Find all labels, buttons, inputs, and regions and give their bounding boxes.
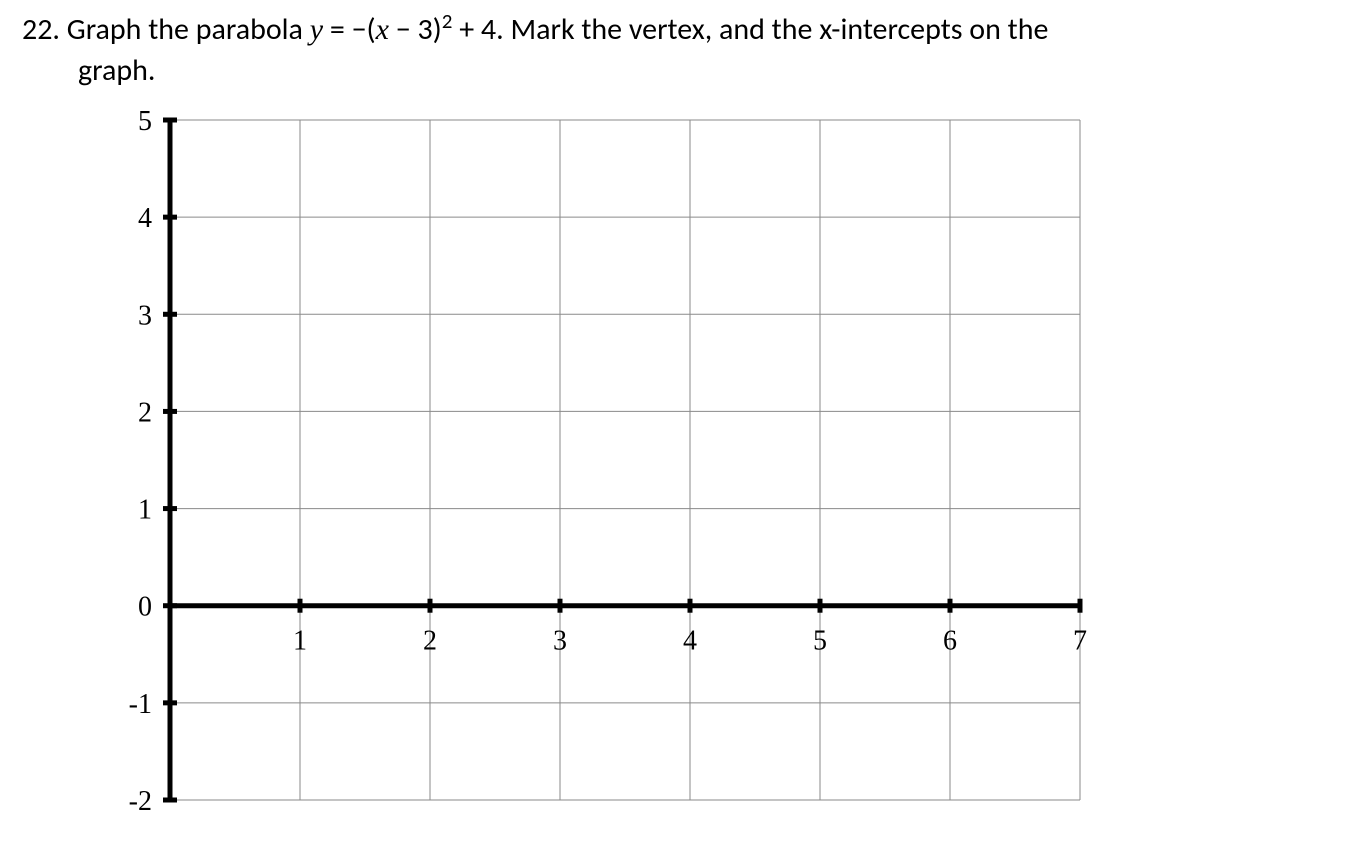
x-tick-label: 5	[813, 626, 827, 657]
eq-sign: =	[323, 11, 352, 48]
var-y: y	[310, 13, 323, 46]
y-tick-label: 5	[138, 106, 152, 137]
eq-rhs-2: − 3)	[389, 11, 442, 48]
x-tick-label: 6	[943, 626, 957, 657]
y-tick-label: 3	[138, 300, 152, 331]
var-x: x	[376, 13, 389, 46]
page: 22. Graph the parabola y = −(x − 3)2 + 4…	[0, 0, 1362, 848]
eq-sup: 2	[442, 8, 453, 34]
blank-grid-chart: -2 -1 0 1 2 3 4 5 1 2 3 4 5 6 7	[100, 100, 1100, 840]
grid-svg: -2 -1 0 1 2 3 4 5 1 2 3 4 5 6 7	[100, 100, 1100, 840]
eq-rhs-1: −(	[352, 11, 376, 48]
y-tick-label: -2	[129, 786, 152, 817]
question-text: 22. Graph the parabola y = −(x − 3)2 + 4…	[22, 10, 1342, 91]
x-tick-label: 3	[553, 626, 567, 657]
question-line1: Graph the parabola y = −(x − 3)2 + 4. Ma…	[67, 11, 1049, 48]
x-tick-label: 2	[423, 626, 437, 657]
y-tick-label: 0	[138, 592, 152, 623]
x-tick-label: 7	[1073, 626, 1087, 657]
eq-tail: + 4. Mark the vertex, and the x-intercep…	[452, 11, 1048, 48]
x-tick-label: 4	[683, 626, 697, 657]
question-number: 22.	[22, 10, 60, 51]
x-tick-label: 1	[293, 626, 307, 657]
q-prefix: Graph the parabola	[67, 11, 310, 48]
y-tick-label: -1	[129, 689, 152, 720]
y-tick-label: 4	[138, 203, 152, 234]
y-tick-label: 1	[138, 495, 152, 526]
question-line2: graph.	[78, 51, 1342, 92]
y-tick-label: 2	[138, 397, 152, 428]
